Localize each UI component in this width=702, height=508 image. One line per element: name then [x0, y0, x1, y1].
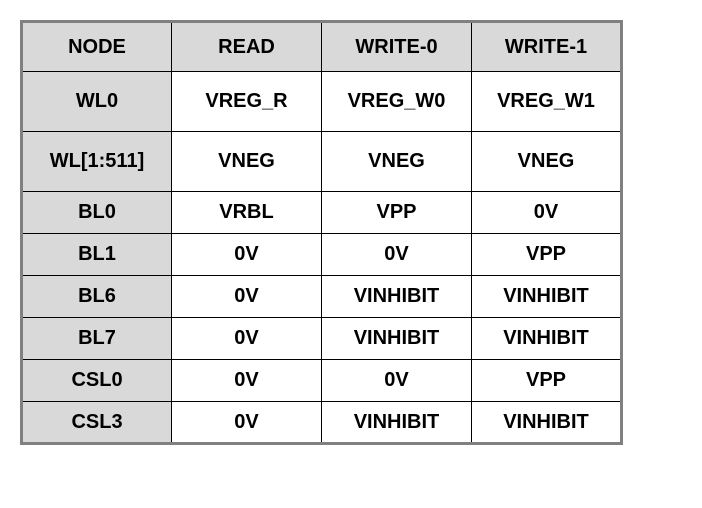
table-row: WL0 VREG_R VREG_W0 VREG_W1 [22, 72, 622, 132]
table-row: BL6 0V VINHIBIT VINHIBIT [22, 276, 622, 318]
cell: VREG_W0 [322, 72, 472, 132]
table-row: BL0 VRBL VPP 0V [22, 192, 622, 234]
cell: VPP [322, 192, 472, 234]
row-head: BL1 [22, 234, 172, 276]
row-head: BL6 [22, 276, 172, 318]
table-row: WL[1:511] VNEG VNEG VNEG [22, 132, 622, 192]
row-head: WL[1:511] [22, 132, 172, 192]
row-head: BL7 [22, 318, 172, 360]
cell: 0V [172, 318, 322, 360]
col-header-node: NODE [22, 22, 172, 72]
table-row: CSL3 0V VINHIBIT VINHIBIT [22, 402, 622, 444]
cell: VRBL [172, 192, 322, 234]
cell: 0V [172, 276, 322, 318]
cell: VINHIBIT [322, 276, 472, 318]
cell: VINHIBIT [322, 318, 472, 360]
table-row: BL7 0V VINHIBIT VINHIBIT [22, 318, 622, 360]
cell: VNEG [472, 132, 622, 192]
cell: 0V [172, 234, 322, 276]
voltage-table: NODE READ WRITE-0 WRITE-1 WL0 VREG_R VRE… [20, 20, 623, 445]
cell: VINHIBIT [322, 402, 472, 444]
cell: VNEG [172, 132, 322, 192]
cell: 0V [322, 360, 472, 402]
cell: 0V [172, 402, 322, 444]
col-header-write0: WRITE-0 [322, 22, 472, 72]
cell: VNEG [322, 132, 472, 192]
cell: VPP [472, 360, 622, 402]
cell: 0V [322, 234, 472, 276]
header-row: NODE READ WRITE-0 WRITE-1 [22, 22, 622, 72]
row-head: CSL0 [22, 360, 172, 402]
row-head: CSL3 [22, 402, 172, 444]
cell: VINHIBIT [472, 276, 622, 318]
cell: 0V [472, 192, 622, 234]
row-head: WL0 [22, 72, 172, 132]
table-container: NODE READ WRITE-0 WRITE-1 WL0 VREG_R VRE… [20, 20, 623, 445]
cell: VREG_R [172, 72, 322, 132]
row-head: BL0 [22, 192, 172, 234]
table-row: BL1 0V 0V VPP [22, 234, 622, 276]
cell: 0V [172, 360, 322, 402]
cell: VINHIBIT [472, 402, 622, 444]
cell: VPP [472, 234, 622, 276]
cell: VREG_W1 [472, 72, 622, 132]
cell: VINHIBIT [472, 318, 622, 360]
table-row: CSL0 0V 0V VPP [22, 360, 622, 402]
col-header-read: READ [172, 22, 322, 72]
col-header-write1: WRITE-1 [472, 22, 622, 72]
